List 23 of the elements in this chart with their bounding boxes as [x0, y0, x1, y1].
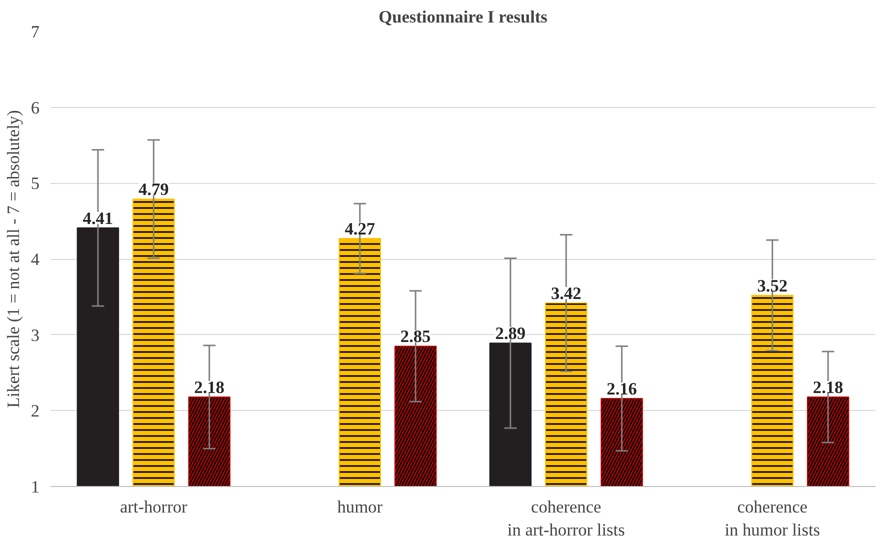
data-label: 3.42: [550, 284, 582, 303]
data-label: 2.18: [194, 378, 225, 398]
y-tick-label: 4: [30, 250, 40, 269]
y-tick-label: 7: [30, 22, 40, 42]
data-label: 4.79: [138, 180, 170, 200]
x-tick-label: humor: [337, 498, 383, 516]
data-label: 2.18: [812, 378, 844, 398]
y-tick-label: 2: [30, 402, 40, 421]
x-tick-label: coherence in humor lists: [724, 498, 820, 540]
x-tick-label: coherence in art-horror lists: [507, 498, 626, 540]
data-label: 4.41: [82, 208, 114, 228]
y-tick-label: 3: [30, 326, 40, 345]
x-tick-label: art-horror: [120, 498, 188, 516]
y-tick-label: 6: [30, 98, 40, 118]
y-tick-label: 1: [30, 478, 40, 496]
data-label: 2.16: [606, 380, 638, 399]
data-label: 2.85: [400, 327, 432, 346]
chart-title: Questionnaire I results: [378, 8, 548, 26]
y-tick-label: 5: [30, 174, 40, 194]
data-label: 3.52: [757, 276, 788, 296]
data-label: 4.27: [344, 220, 376, 239]
data-label: 2.89: [495, 324, 526, 344]
y-axis-title: Likert scale (1 = not at all - 7 = absolutely): [4, 110, 23, 408]
